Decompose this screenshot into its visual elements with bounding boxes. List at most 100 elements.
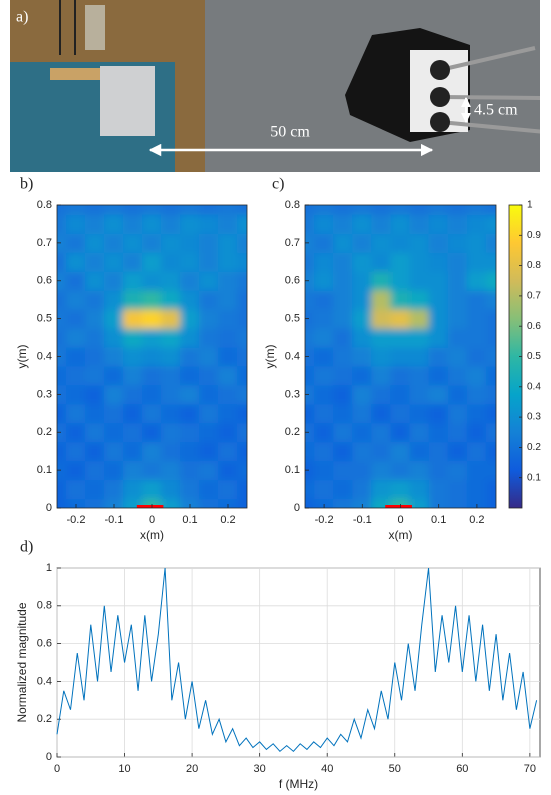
colorbar-tick-label: 0.4	[527, 381, 541, 392]
heatmap-cell	[85, 422, 105, 443]
heatmap-cell	[390, 498, 411, 508]
heatmap-cell	[66, 232, 86, 253]
heatmap-cell	[199, 251, 219, 272]
heatmap-cell	[466, 251, 487, 272]
heatmap-cell	[447, 205, 468, 215]
heatmap-cell	[305, 270, 316, 291]
heatmap-cell	[305, 346, 316, 367]
heatmap-cell	[466, 460, 487, 481]
heatmap-cell	[218, 251, 238, 272]
heatmap-cell	[485, 441, 496, 462]
heatmap-cell	[237, 460, 247, 481]
x-tick-label: 0	[397, 514, 403, 526]
y-tick-label: 0.5	[285, 313, 300, 325]
heatmap-cell	[428, 289, 449, 310]
heatmap-cell	[314, 422, 335, 443]
heatmap-cells	[305, 205, 496, 508]
heatmap-cell	[57, 365, 67, 386]
heatmap-cell	[57, 308, 67, 329]
heatmap-cell	[390, 213, 411, 234]
heatmap-cell	[314, 270, 335, 291]
heatmap-cell	[305, 422, 316, 443]
colorbar-tick-label: 0.8	[527, 260, 541, 271]
heatmap-cell	[85, 289, 105, 310]
heatmap-cell	[371, 384, 392, 405]
x-axis-label: x(m)	[389, 528, 413, 542]
annotation: 4.5 cm	[474, 102, 518, 119]
heatmap-cell	[305, 365, 316, 386]
colorbar-tick-label: 0.3	[527, 412, 541, 423]
line-series	[56, 567, 538, 753]
heatmap-cell	[123, 308, 143, 329]
heatmap-cell	[85, 460, 105, 481]
heatmap-cell	[333, 346, 354, 367]
heatmap-cell	[314, 479, 335, 500]
heatmap-cell	[428, 205, 449, 215]
heatmap-cell	[85, 213, 105, 234]
heatmap-cell	[485, 365, 496, 386]
heatmap-cell	[485, 346, 496, 367]
heatmap-cell	[314, 205, 335, 215]
heatmap-cell	[390, 365, 411, 386]
colorbar-tick-label: 1	[527, 200, 533, 211]
heatmap-cell	[161, 498, 181, 508]
heatmap-cell	[333, 308, 354, 329]
heatmap-cell	[180, 205, 200, 215]
heatmap-cell	[218, 205, 238, 215]
heatmap-cell	[485, 251, 496, 272]
heatmap-cell	[352, 346, 373, 367]
heatmap-cell	[371, 327, 392, 348]
heatmap-cell	[123, 251, 143, 272]
y-tick-label: 0.8	[37, 199, 52, 211]
heatmap-cell	[180, 346, 200, 367]
heatmap-cell	[123, 205, 143, 215]
y-tick-label: 0.6	[37, 275, 52, 287]
heatmap-cell	[390, 403, 411, 424]
heatmap-cell	[390, 308, 411, 329]
heatmap-cell	[352, 308, 373, 329]
heatmap-cell	[333, 232, 354, 253]
heatmap-cell	[199, 479, 219, 500]
heatmap-cell	[371, 460, 392, 481]
heatmap-cell	[466, 213, 487, 234]
heatmap-cell	[485, 232, 496, 253]
heatmap-cell	[428, 213, 449, 234]
heatmap-cell	[123, 327, 143, 348]
heatmap-cell	[237, 403, 247, 424]
heatmap-cell	[485, 498, 496, 508]
heatmap-cell	[305, 441, 316, 462]
heatmap-cell	[428, 346, 449, 367]
heatmap-cell	[314, 289, 335, 310]
heatmap-cell	[485, 384, 496, 405]
heatmap-cell	[371, 251, 392, 272]
heatmap-cell	[352, 498, 373, 508]
heatmap-cell	[142, 365, 162, 386]
x-tick-label: 0	[149, 514, 155, 526]
heatmap-cell	[237, 422, 247, 443]
heatmap-cell	[447, 327, 468, 348]
heatmap-cell	[237, 327, 247, 348]
y-tick-label: 0.1	[285, 464, 300, 476]
heatmap-cell	[237, 365, 247, 386]
heatmap-cell	[371, 403, 392, 424]
heatmap-cell	[333, 441, 354, 462]
heatmap-cell	[333, 422, 354, 443]
heatmap-cell	[371, 213, 392, 234]
heatmap-cell	[161, 205, 181, 215]
heatmap-cell	[218, 213, 238, 234]
heatmap-cell	[447, 479, 468, 500]
heatmap-cell	[428, 327, 449, 348]
wood-strip	[50, 68, 110, 80]
heatmap-cell	[161, 289, 181, 310]
heatmap-cell	[371, 270, 392, 291]
y-axis-label: y(m)	[263, 345, 277, 369]
heatmap-cell	[142, 205, 162, 215]
heatmap-cell	[142, 460, 162, 481]
heatmap-cell	[390, 384, 411, 405]
heatmap-cell	[199, 289, 219, 310]
heatmap-cell	[142, 270, 162, 291]
heatmap-cell	[237, 213, 247, 234]
heatmap-cell	[305, 479, 316, 500]
heatmap-cells	[57, 205, 247, 508]
rod	[439, 95, 540, 100]
